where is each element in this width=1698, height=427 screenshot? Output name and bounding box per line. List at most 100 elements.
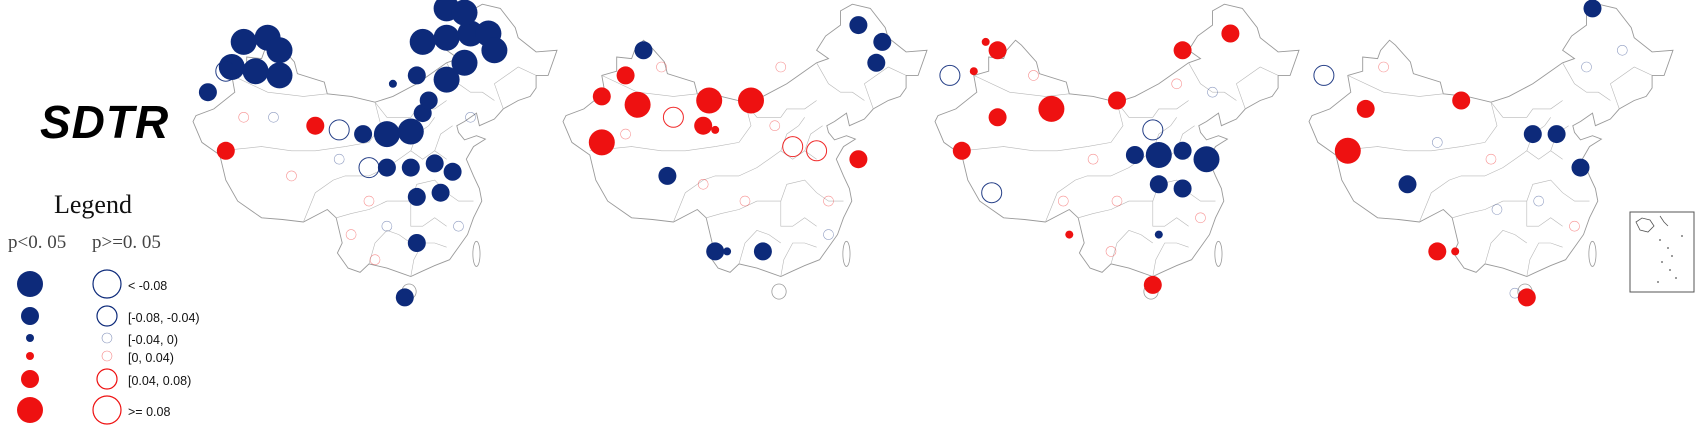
station-marker-significant xyxy=(1571,158,1590,177)
legend-label-1: < -0.08 xyxy=(128,279,168,293)
station-marker-significant xyxy=(198,83,217,102)
legend-label-6: >= 0.08 xyxy=(128,405,171,419)
province-boundary xyxy=(1087,102,1124,147)
station-marker-significant xyxy=(658,166,677,185)
station-marker-significant xyxy=(592,87,611,106)
inset-island-dot xyxy=(1667,247,1669,249)
station-marker-significant xyxy=(694,116,713,135)
station-marker-significant xyxy=(407,234,426,252)
station-marker-significant xyxy=(242,58,269,85)
station-marker-significant xyxy=(433,24,460,51)
station-marker-nonsignificant xyxy=(1058,195,1069,207)
inset-island-dot xyxy=(1669,269,1671,271)
province-boundary xyxy=(1484,230,1527,264)
map-panel-3 xyxy=(934,3,1300,300)
inset-island-dot xyxy=(1681,235,1683,237)
province-boundary xyxy=(961,146,1088,152)
province-boundary xyxy=(1335,146,1462,152)
legend-symbol-nonsignificant-3 xyxy=(101,332,113,344)
station-marker-nonsignificant xyxy=(782,136,804,158)
province-boundary xyxy=(589,146,716,152)
legend-label-3: [-0.04, 0) xyxy=(128,333,179,347)
station-marker-nonsignificant xyxy=(1378,61,1389,73)
station-marker-nonsignificant xyxy=(1142,119,1164,141)
station-marker-nonsignificant xyxy=(1569,220,1580,232)
station-marker-nonsignificant xyxy=(215,60,237,82)
province-boundary xyxy=(1526,179,1590,202)
province-boundary xyxy=(780,201,817,227)
province-boundary xyxy=(303,175,369,223)
station-marker-nonsignificant xyxy=(1171,78,1182,90)
country-outline xyxy=(562,3,928,277)
legend-symbol-significant-4 xyxy=(26,352,34,360)
province-boundary xyxy=(1045,175,1111,223)
station-marker-significant xyxy=(1523,125,1542,144)
station-marker-significant xyxy=(873,32,892,51)
legend-label-5: [0.04, 0.08) xyxy=(128,374,192,388)
station-marker-significant xyxy=(419,91,438,110)
province-boundary xyxy=(1116,100,1189,118)
station-marker-significant xyxy=(1428,242,1447,261)
station-marker-significant xyxy=(401,158,420,177)
legend-symbol-significant-6 xyxy=(17,397,43,423)
station-marker-significant xyxy=(409,28,436,55)
station-marker-significant xyxy=(988,41,1007,60)
station-marker-nonsignificant xyxy=(981,182,1003,204)
station-marker-nonsignificant xyxy=(1509,287,1521,299)
province-boundary xyxy=(706,200,781,219)
legend-symbol-significant-1 xyxy=(17,271,43,297)
station-marker-significant xyxy=(216,141,235,160)
province-boundary xyxy=(1490,100,1563,118)
station-marker-significant xyxy=(451,0,478,26)
station-marker-significant xyxy=(624,91,651,118)
province-boundary xyxy=(601,75,698,97)
province-boundary xyxy=(1526,242,1563,277)
inset-coastline xyxy=(1635,215,1669,233)
figure-title: SDTR xyxy=(40,96,170,148)
map-panel-1 xyxy=(192,0,558,307)
station-marker-nonsignificant xyxy=(1087,153,1099,165)
province-boundary xyxy=(231,75,328,97)
station-marker-significant xyxy=(634,41,653,60)
province-boundary xyxy=(1419,175,1485,223)
station-marker-nonsignificant xyxy=(268,112,279,123)
station-marker-nonsignificant xyxy=(381,220,393,232)
station-marker-nonsignificant xyxy=(697,179,709,190)
map-panel-2 xyxy=(562,3,928,300)
legend-symbols xyxy=(17,269,122,425)
station-marker-significant xyxy=(696,87,723,114)
legend-symbol-nonsignificant-6 xyxy=(92,395,122,425)
station-marker-significant xyxy=(481,37,508,64)
station-marker-significant xyxy=(1145,142,1172,168)
station-marker-significant xyxy=(969,67,978,76)
inset-island-dot xyxy=(1657,281,1659,283)
station-marker-significant xyxy=(1583,0,1602,18)
station-marker-significant xyxy=(395,288,414,307)
station-marker-significant xyxy=(1065,230,1074,239)
station-marker-significant xyxy=(616,66,635,85)
inset-island-dot xyxy=(1661,261,1663,263)
station-marker-nonsignificant xyxy=(739,195,751,207)
province-boundary xyxy=(494,66,537,110)
station-marker-significant xyxy=(867,53,886,72)
taiwan-island xyxy=(842,240,851,267)
station-marker-significant xyxy=(1173,179,1192,198)
province-boundary xyxy=(738,230,781,264)
country-outline xyxy=(1308,3,1674,277)
station-marker-significant xyxy=(1451,247,1460,256)
station-marker-nonsignificant xyxy=(369,254,381,266)
station-marker-significant xyxy=(706,242,725,261)
station-marker-nonsignificant xyxy=(453,220,464,232)
legend-label-2: [-0.08, -0.04) xyxy=(128,311,200,325)
legend-symbol-nonsignificant-5 xyxy=(96,368,118,390)
legend-label-4: [0, 0.04) xyxy=(128,351,174,365)
station-marker-significant xyxy=(1143,275,1162,294)
province-boundary xyxy=(744,100,817,118)
station-marker-significant xyxy=(451,49,478,76)
province-boundary xyxy=(1188,62,1237,101)
province-boundary xyxy=(1152,201,1189,227)
station-marker-significant xyxy=(738,87,764,114)
province-boundary xyxy=(1236,66,1279,110)
legend-symbol-nonsignificant-4 xyxy=(101,350,113,362)
station-marker-significant xyxy=(1125,146,1144,164)
